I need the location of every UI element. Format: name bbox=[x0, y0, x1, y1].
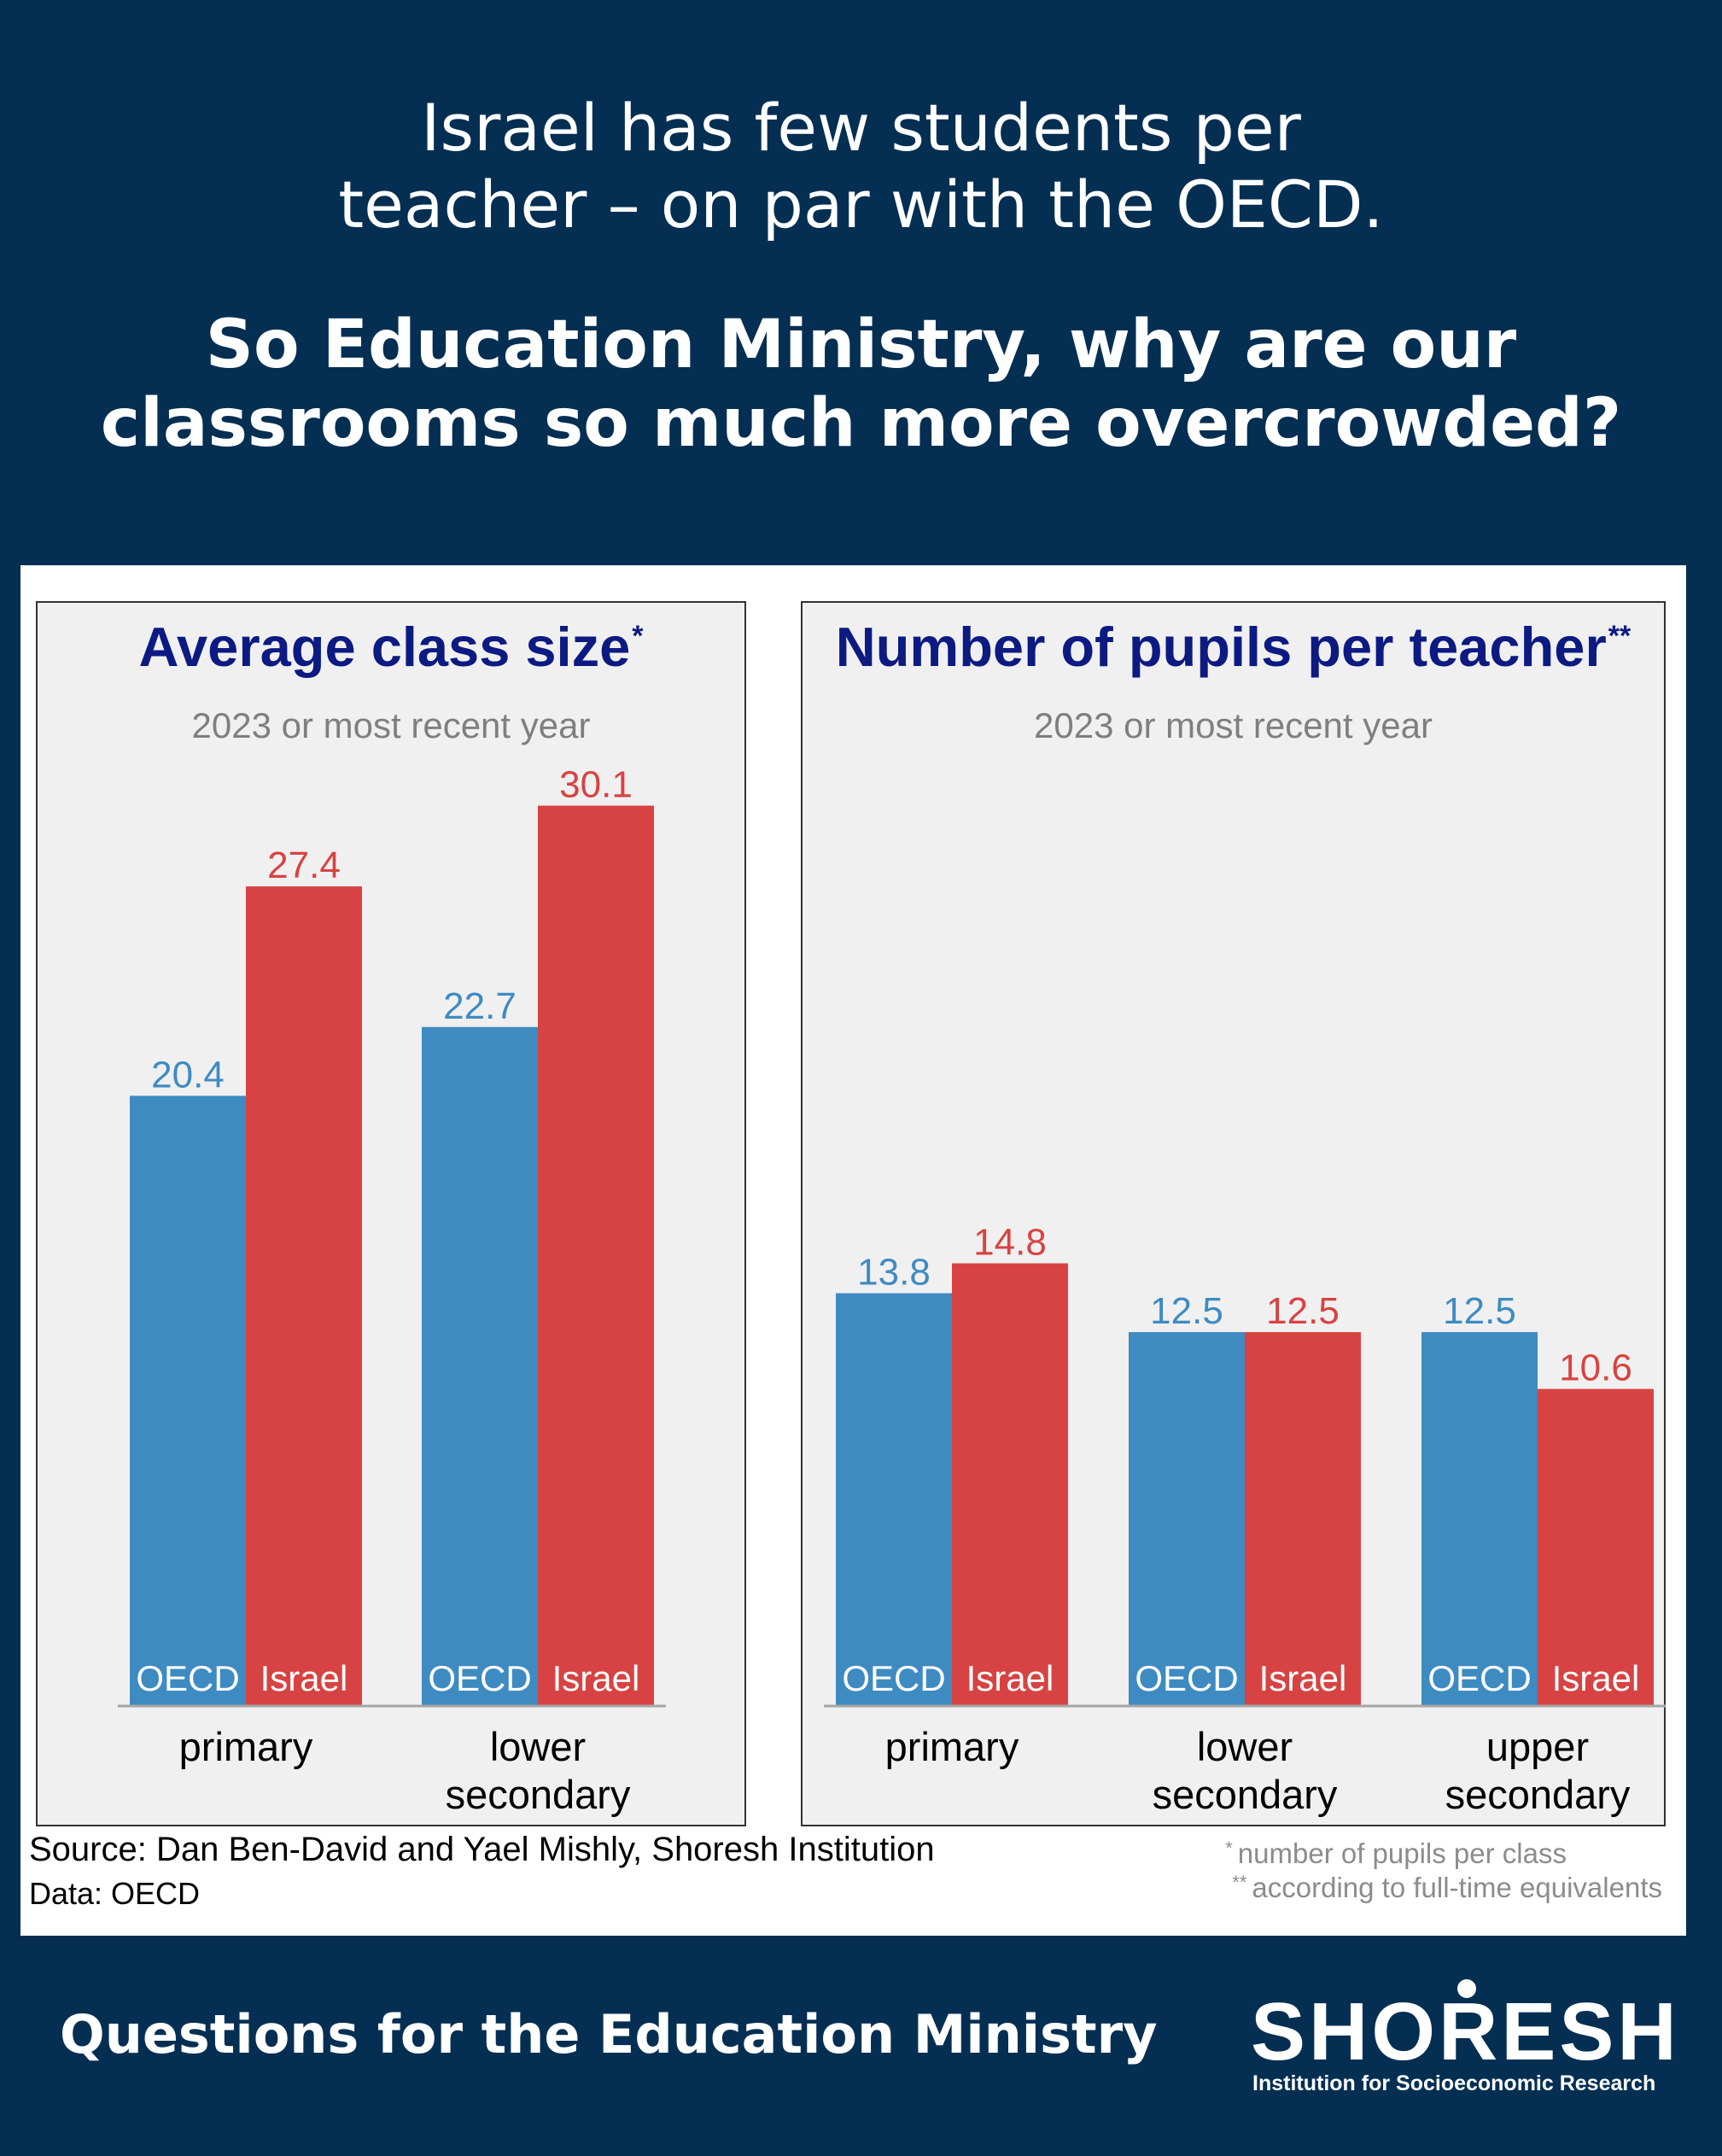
logo-dot-icon bbox=[1457, 1979, 1476, 1998]
bar-series-label: Israel bbox=[1552, 1658, 1640, 1698]
category-label: secondary bbox=[1445, 1772, 1631, 1817]
pupils-per-teacher-chart: 13.8 OECD 14.8 Israel primary 12.5 OECD 12.5 Isr… bbox=[824, 1222, 1666, 1817]
pupils-per-teacher-panel: Number of pupils per teacher** 2023 or m… bbox=[801, 601, 1666, 1826]
title-footnote-mark: ** bbox=[1608, 620, 1632, 652]
shoresh-logo: SHORESH Institution for Socioeconomic Re… bbox=[1251, 1979, 1677, 2109]
category-label: upper bbox=[1486, 1724, 1589, 1769]
category-label: primary bbox=[885, 1724, 1019, 1769]
class-size-title: Average class size* bbox=[138, 616, 644, 678]
pupils-per-teacher-title: Number of pupils per teacher** bbox=[835, 616, 1632, 678]
category-label: lower bbox=[1197, 1724, 1293, 1769]
bar-value-label: 30.1 bbox=[559, 764, 633, 806]
footnote-pupils-per-teacher: ** according to full-time equivalents bbox=[1232, 1872, 1662, 1903]
class-size-chart: 20.4 OECD 27.4 Israel primary 22.7 OECD 30.1 Isr… bbox=[118, 764, 666, 1817]
class-size-panel: Average class size* 2023 or most recent … bbox=[36, 601, 746, 1826]
title-footnote-mark: * bbox=[632, 620, 644, 652]
bar-series-label: OECD bbox=[136, 1658, 239, 1698]
data-source-note: Data: OECD bbox=[29, 1876, 201, 1911]
bar-oecd bbox=[836, 1293, 952, 1706]
headline-line-1: Israel has few students per bbox=[421, 90, 1301, 166]
source-credit: Source: Dan Ben-David and Yael Mishly, S… bbox=[29, 1831, 935, 1868]
logo-wordmark: SHORESH bbox=[1251, 1986, 1680, 2077]
bar-israel bbox=[952, 1263, 1068, 1706]
question-line-1: So Education Ministry, why are our bbox=[205, 307, 1517, 383]
bar-israel bbox=[538, 805, 654, 1706]
bar-series-label: Israel bbox=[966, 1658, 1054, 1698]
bar-value-label: 22.7 bbox=[443, 985, 517, 1027]
footer-title: Questions for the Education Ministry bbox=[60, 2003, 1158, 2065]
bar-value-label: 10.6 bbox=[1559, 1347, 1632, 1389]
pupils-per-teacher-subtitle: 2023 or most recent year bbox=[1034, 705, 1433, 745]
bar-series-label: Israel bbox=[552, 1658, 640, 1698]
bar-value-label: 13.8 bbox=[857, 1252, 931, 1294]
bar-oecd bbox=[130, 1096, 246, 1706]
bar-oecd bbox=[1421, 1332, 1538, 1706]
chart-card: Average class size* 2023 or most recent … bbox=[20, 565, 1686, 1936]
bar-value-label: 14.8 bbox=[973, 1222, 1047, 1264]
footnote-class-size: * number of pupils per class bbox=[1225, 1838, 1567, 1869]
bar-value-label: 12.5 bbox=[1443, 1290, 1516, 1332]
headline-statement: Israel has few students per teacher – on… bbox=[0, 90, 1722, 243]
bar-series-label: OECD bbox=[428, 1658, 531, 1698]
category-label: secondary bbox=[1153, 1772, 1338, 1817]
category-label: primary bbox=[179, 1724, 313, 1769]
logo-tagline: Institution for Socioeconomic Research bbox=[1252, 2071, 1656, 2095]
bar-israel bbox=[1538, 1388, 1654, 1706]
bar-israel bbox=[1245, 1332, 1361, 1706]
category-label: secondary bbox=[446, 1772, 631, 1817]
bar-series-label: Israel bbox=[260, 1658, 348, 1698]
category-label: lower bbox=[490, 1724, 586, 1769]
bar-value-label: 20.4 bbox=[151, 1054, 225, 1096]
bar-series-label: OECD bbox=[1135, 1658, 1238, 1698]
headline-line-2: teacher – on par with the OECD. bbox=[338, 167, 1384, 242]
bar-series-label: OECD bbox=[1427, 1658, 1531, 1698]
question-line-2: classrooms so much more overcrowded? bbox=[100, 385, 1622, 462]
bar-value-label: 27.4 bbox=[267, 844, 341, 886]
bar-series-label: OECD bbox=[842, 1658, 945, 1698]
bar-series-label: Israel bbox=[1259, 1658, 1347, 1698]
class-size-subtitle: 2023 or most recent year bbox=[191, 705, 591, 745]
bar-israel bbox=[246, 886, 362, 1706]
bar-oecd bbox=[422, 1026, 538, 1706]
bar-value-label: 12.5 bbox=[1266, 1290, 1340, 1332]
bar-value-label: 12.5 bbox=[1150, 1290, 1223, 1332]
bar-oecd bbox=[1129, 1332, 1245, 1706]
headline-question: So Education Ministry, why are our class… bbox=[0, 306, 1722, 463]
